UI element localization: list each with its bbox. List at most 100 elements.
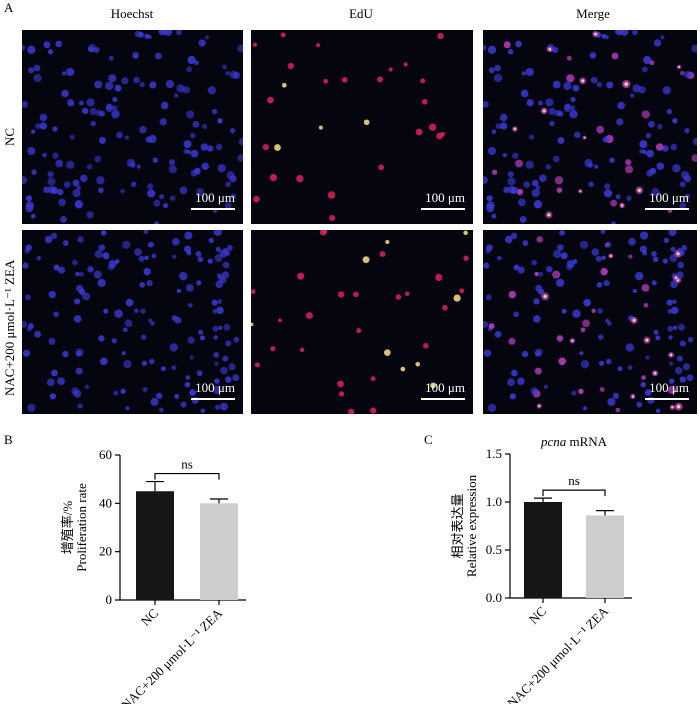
bright-spot (538, 404, 541, 408)
significance-label: ns (568, 473, 580, 488)
nucleus (163, 30, 173, 36)
scale-bar (421, 208, 465, 210)
nucleus (112, 105, 118, 111)
merged-nucleus (662, 86, 671, 95)
merged-nucleus (555, 278, 565, 288)
nucleus (50, 232, 58, 240)
micrograph-merge-nc: 100 μm (483, 30, 697, 224)
merged-nucleus (625, 343, 635, 352)
nucleus (134, 248, 142, 256)
merged-nucleus (686, 374, 694, 382)
merged-nucleus (679, 340, 686, 347)
merged-nucleus (672, 164, 681, 173)
edu-nucleus (440, 131, 446, 137)
merged-nucleus (617, 101, 625, 110)
merged-nucleus (598, 360, 605, 366)
merged-nucleus (502, 152, 508, 158)
nucleus (99, 137, 106, 144)
bright-spot (653, 371, 657, 375)
merged-nucleus (558, 357, 567, 366)
merged-nucleus (503, 41, 511, 49)
edu-nucleus (299, 347, 305, 353)
nucleus (66, 160, 75, 170)
nucleus (44, 235, 53, 244)
merged-nucleus (572, 84, 580, 92)
merged-nucleus (676, 355, 683, 362)
nucleus (183, 148, 189, 154)
merged-nucleus (538, 288, 545, 295)
edu-nucleus (277, 318, 282, 323)
merged-nucleus (602, 136, 609, 143)
edu-nucleus (453, 294, 461, 302)
nucleus (189, 389, 197, 396)
nucleus (22, 44, 26, 51)
merged-nucleus (534, 271, 539, 277)
nucleus (39, 122, 48, 130)
merged-nucleus (510, 232, 518, 240)
merged-nucleus (632, 30, 638, 36)
nucleus (232, 374, 240, 382)
edu-nucleus (274, 144, 281, 151)
nucleus (207, 86, 216, 95)
nucleus (78, 100, 84, 106)
merged-nucleus (639, 245, 647, 253)
merged-nucleus (553, 249, 562, 259)
nucleus (77, 236, 84, 243)
nucleus (215, 246, 221, 252)
nucleus (143, 230, 149, 234)
merged-nucleus (580, 327, 586, 333)
nucleus (108, 259, 117, 268)
merged-nucleus (488, 67, 495, 74)
nucleus (237, 154, 243, 162)
nucleus (217, 117, 223, 124)
merged-nucleus (556, 187, 563, 194)
merged-nucleus (545, 265, 553, 273)
nucleus (188, 302, 193, 308)
merged-nucleus (605, 358, 612, 365)
nucleus (96, 176, 105, 185)
merged-nucleus (687, 336, 694, 343)
merged-nucleus (572, 259, 578, 264)
merged-nucleus (543, 384, 549, 389)
nucleus (144, 255, 149, 260)
edu-nucleus (356, 328, 362, 334)
nucleus (223, 323, 231, 331)
scale-bar-label: 100 μm (195, 380, 235, 395)
nucleus (33, 64, 41, 72)
merged-nucleus (517, 266, 525, 274)
nucleus (39, 113, 48, 122)
nucleus (225, 181, 232, 188)
nucleus (98, 244, 106, 251)
nucleus (226, 170, 235, 180)
nucleus (229, 128, 236, 134)
edu-nucleus (395, 294, 402, 300)
edu-nucleus (327, 191, 336, 199)
nucleus (169, 195, 176, 201)
nucleus (114, 84, 122, 92)
y-tick-label: 1.5 (486, 446, 502, 461)
edu-nucleus (341, 77, 348, 83)
nucleus (30, 129, 36, 134)
edu-nucleus (353, 291, 359, 298)
merged-nucleus (668, 230, 677, 236)
nucleus (139, 81, 145, 88)
merged-nucleus (677, 261, 685, 269)
nucleus (112, 96, 118, 103)
nucleus (73, 315, 82, 323)
edu-nucleus (329, 214, 336, 222)
nucleus (143, 267, 151, 276)
edu-nucleus (281, 82, 287, 88)
merged-nucleus (667, 325, 674, 332)
nucleus (211, 299, 218, 306)
nucleus (76, 185, 82, 190)
nucleus (184, 381, 191, 388)
merged-nucleus (519, 216, 527, 223)
scale-bar-label: 100 μm (425, 190, 465, 205)
merged-nucleus (590, 76, 598, 84)
micrograph-merge-treatment: 100 μm (483, 230, 697, 414)
nucleus (61, 71, 67, 76)
merged-nucleus (507, 171, 514, 178)
merged-nucleus (671, 306, 679, 315)
merged-nucleus (513, 264, 520, 271)
merged-nucleus (539, 174, 547, 183)
